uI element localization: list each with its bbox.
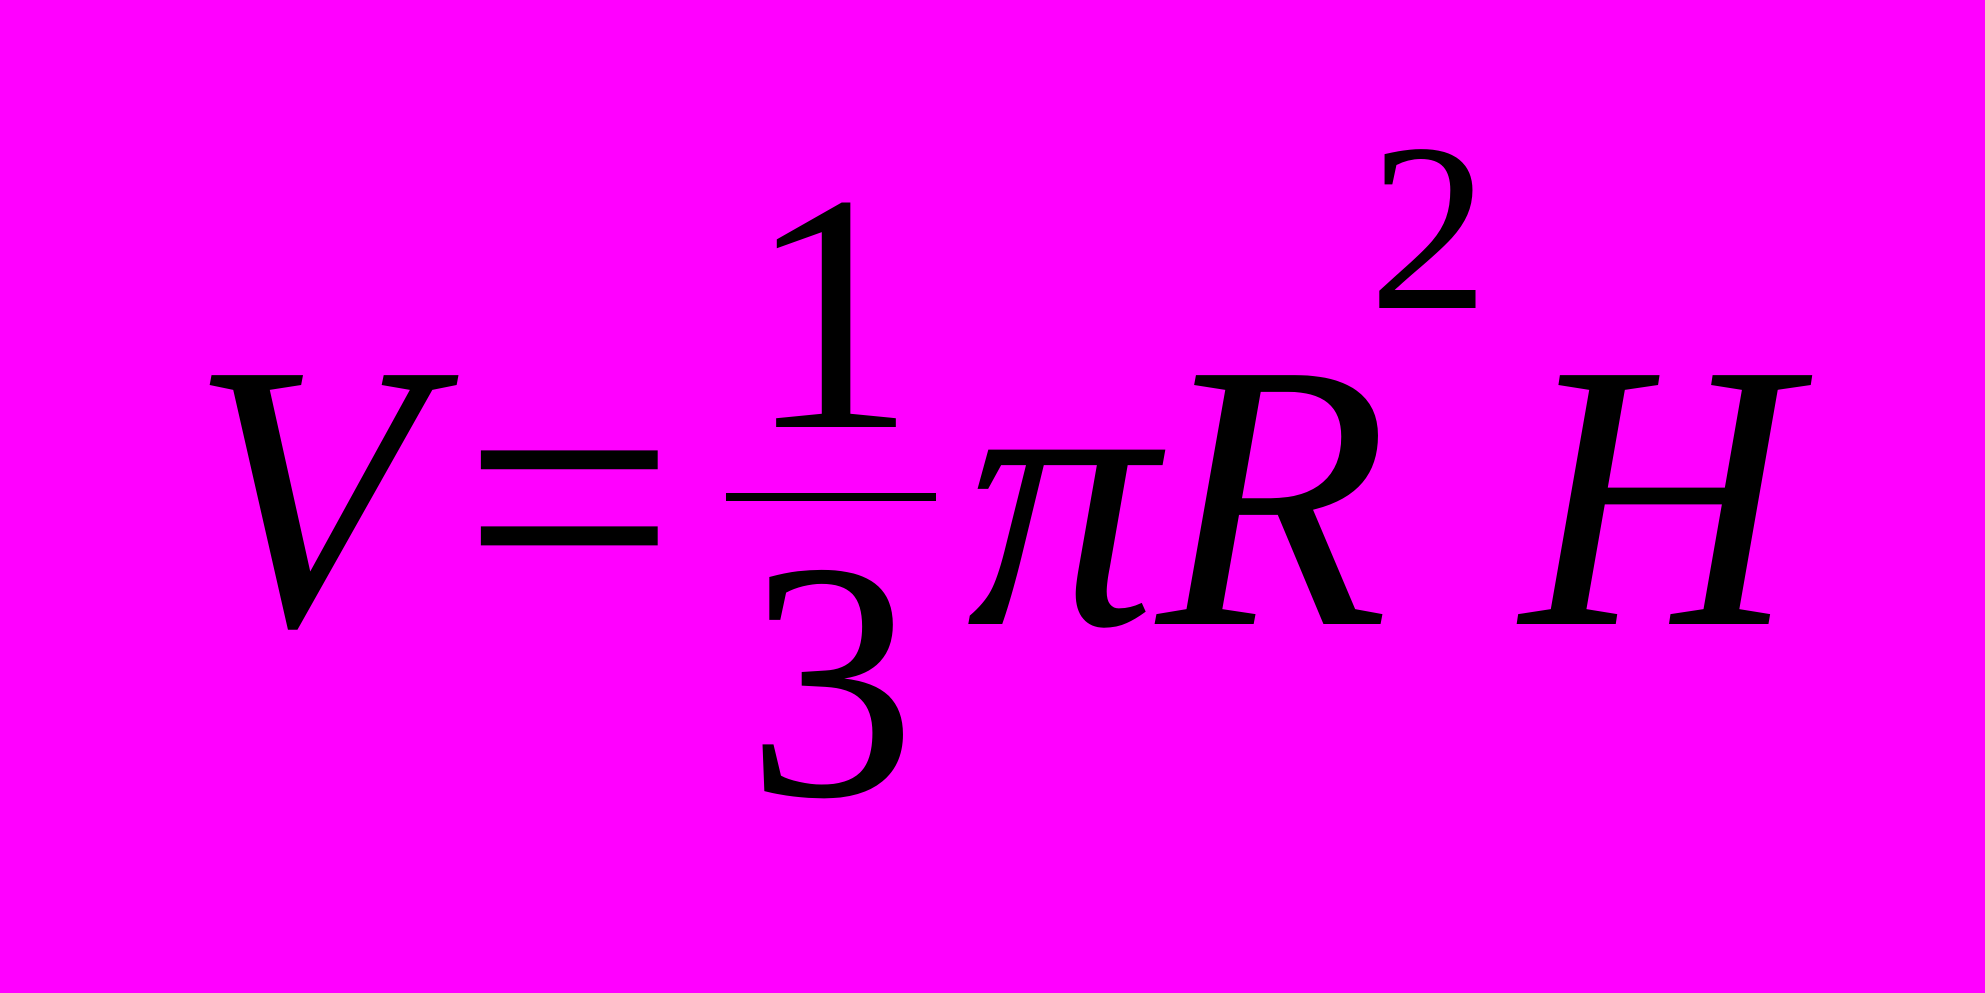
variable-r: R [1157, 286, 1389, 707]
variable-v: V [190, 307, 422, 687]
fraction-denominator: 3 [726, 501, 936, 851]
variable-h: H [1521, 307, 1795, 687]
formula-container: V = 1 3 π R 2 H [0, 0, 1985, 993]
r-squared: R 2 [1157, 307, 1389, 687]
equals-sign: = [462, 307, 676, 687]
fraction-numerator: 1 [726, 143, 936, 493]
exponent-2: 2 [1369, 107, 1489, 347]
fraction-one-third: 1 3 [726, 143, 936, 851]
pi-symbol: π [966, 307, 1156, 687]
cone-volume-formula: V = 1 3 π R 2 H [190, 143, 1795, 851]
